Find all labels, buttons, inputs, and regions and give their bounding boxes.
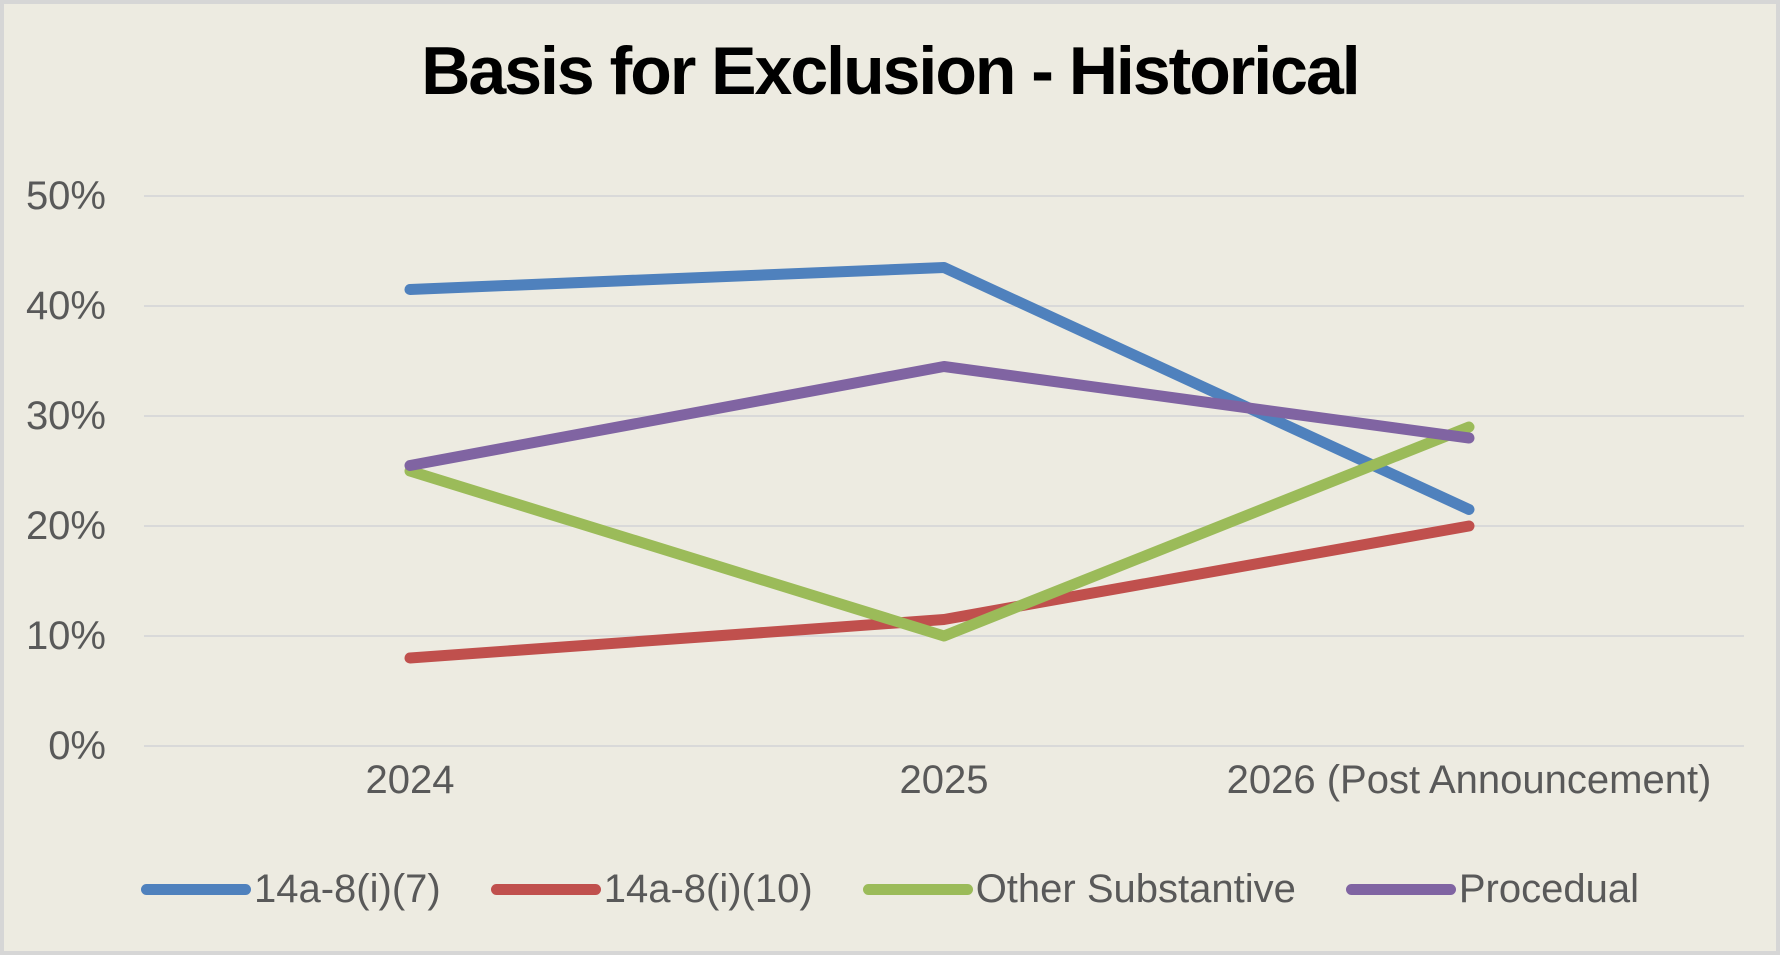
series-line-0 (404, 262, 1475, 515)
series-line-2 (404, 421, 1475, 642)
y-axis-tick-label: 40% (25, 284, 106, 328)
legend-swatch-green-line-icon (862, 883, 973, 895)
chart-title: Basis for Exclusion - Historical (421, 33, 1360, 109)
y-axis-tick-label: 50% (25, 174, 106, 218)
x-axis-label-2024: 2024 (365, 758, 455, 802)
series-line-1 (404, 520, 1475, 664)
y-axis-tick-label: 10% (25, 614, 106, 658)
legend-item: Other Substantive (862, 866, 1296, 912)
series-line-3 (404, 361, 1475, 471)
legend-label: 14a-8(i)(10) (603, 867, 813, 911)
legend-swatch-blue-line-icon (141, 883, 251, 895)
y-axis-tick-label: 20% (25, 504, 106, 548)
chart-legend: 14a-8(i)(7) 14a-8(i)(10) Other Substanti… (4, 866, 1776, 912)
x-axis-label-2025: 2025 (899, 758, 989, 802)
legend-swatch-red-line-icon (490, 883, 601, 895)
x-axis-label-2026: 2026 (Post Announcement) (1226, 758, 1712, 802)
y-axis-tick-label: 30% (25, 394, 106, 438)
line-chart-plot-area (144, 195, 1744, 747)
legend-label: Other Substantive (975, 867, 1296, 911)
legend-item: Procedual (1345, 866, 1639, 912)
legend-swatch-purple-line-icon (1345, 883, 1456, 895)
legend-label: 14a-8(i)(7) (254, 867, 441, 911)
legend-label: Procedual (1458, 867, 1639, 911)
legend-item: 14a-8(i)(7) (141, 866, 441, 912)
legend-item: 14a-8(i)(10) (490, 866, 813, 912)
y-axis-tick-label: 0% (48, 724, 106, 768)
